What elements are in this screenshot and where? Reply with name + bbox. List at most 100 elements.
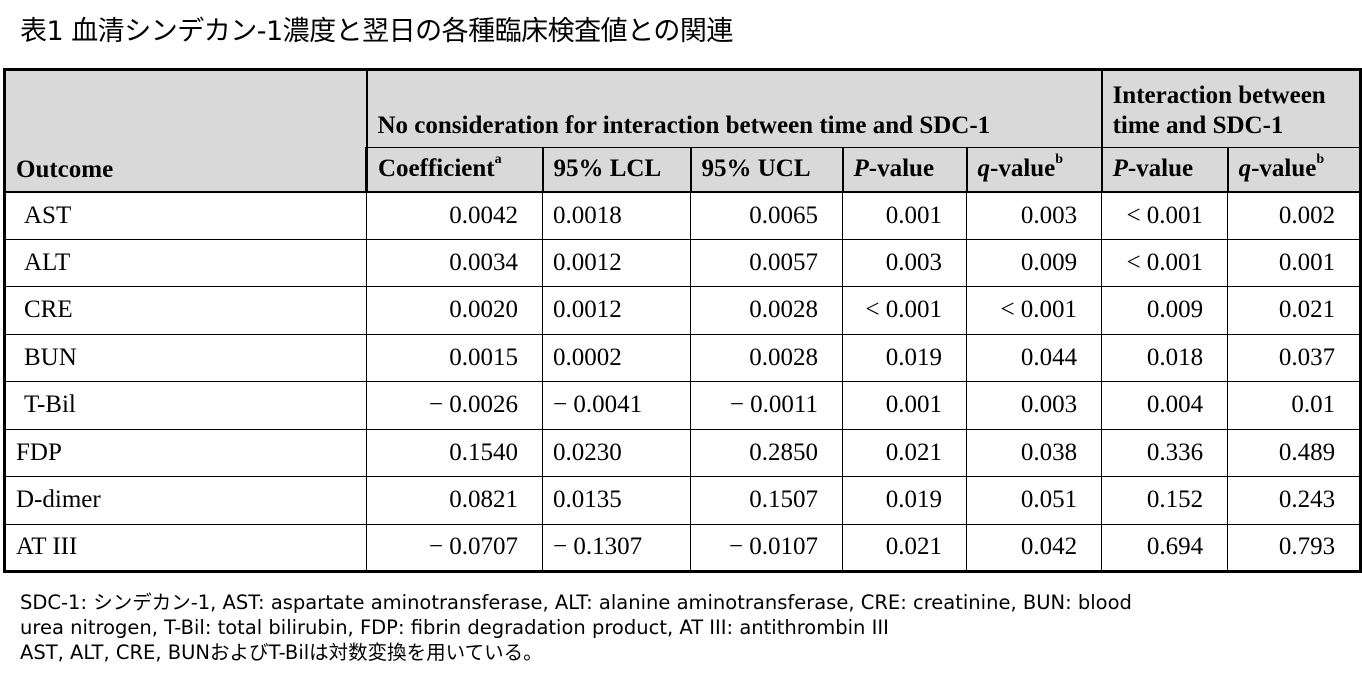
table-row: FDP 0.1540 0.0230 0.2850 0.021 0.038 0.3… [3, 428, 1362, 477]
header-iq-italic: q [1238, 154, 1252, 182]
cell-outcome: D-dimer [3, 476, 367, 525]
header-p-italic: P [853, 154, 869, 182]
cell-interaction-p-value: < 0.001 [1101, 238, 1229, 287]
header-no-interaction: No consideration for interaction between… [365, 68, 1103, 148]
header-outcome: Outcome [3, 68, 368, 193]
header-interaction-line2: time and SDC-1 [1112, 112, 1284, 139]
cell-interaction-q-value: 0.021 [1227, 286, 1362, 335]
cell-coefficient: 0.0034 [366, 238, 543, 287]
cell-lcl: 0.0135 [542, 476, 691, 525]
header-interaction-p-value: P-value [1100, 147, 1229, 193]
header-row-columns: Coefficienta 95% LCL 95% UCL P-value q-v… [5, 147, 1362, 193]
header-p-rest: -value [868, 154, 935, 182]
cell-lcl: − 0.1307 [542, 523, 691, 573]
cell-p-value: < 0.001 [842, 286, 967, 335]
cell-p-value: 0.001 [842, 381, 967, 430]
cell-coefficient: − 0.0026 [366, 381, 543, 430]
cell-ucl: 0.0028 [690, 333, 843, 382]
header-q-rest: -value [990, 154, 1056, 182]
cell-interaction-p-value: < 0.001 [1101, 191, 1229, 240]
cell-outcome: BUN [3, 333, 367, 382]
table-notes: SDC-1: シンデカン-1, AST: aspartate aminotran… [20, 590, 1132, 665]
cell-coefficient: 0.1540 [366, 428, 543, 477]
header-p-value: P-value [841, 147, 968, 193]
header-lcl: 95% LCL [541, 147, 692, 193]
cell-lcl: 0.0012 [542, 238, 691, 287]
header-q-italic: q [977, 154, 991, 182]
cell-coefficient: − 0.0707 [366, 523, 543, 573]
cell-interaction-p-value: 0.336 [1101, 428, 1229, 477]
cell-outcome: AST [3, 191, 367, 240]
cell-outcome: ALT [3, 238, 367, 287]
footnote-b-marker: b [1055, 151, 1064, 167]
cell-coefficient: 0.0020 [366, 286, 543, 335]
cell-ucl: 0.1507 [690, 476, 843, 525]
cell-interaction-q-value: 0.01 [1227, 381, 1362, 430]
cell-ucl: 0.2850 [690, 428, 843, 477]
cell-outcome: FDP [3, 428, 367, 477]
table-row: T-Bil − 0.0026 − 0.0041 − 0.0011 0.001 0… [3, 381, 1362, 430]
table-row: CRE 0.0020 0.0012 0.0028 < 0.001 < 0.001… [3, 286, 1362, 335]
cell-q-value: 0.003 [965, 191, 1103, 240]
cell-lcl: 0.0018 [542, 191, 691, 240]
header-iq-rest: -value [1251, 154, 1317, 182]
cell-interaction-q-value: 0.002 [1227, 191, 1362, 240]
cell-lcl: 0.0230 [542, 428, 691, 477]
cell-lcl: 0.0002 [542, 333, 691, 382]
cell-ucl: 0.0057 [690, 238, 843, 287]
table-row: BUN 0.0015 0.0002 0.0028 0.019 0.044 0.0… [3, 333, 1362, 382]
cell-interaction-q-value: 0.243 [1227, 476, 1362, 525]
cell-p-value: 0.003 [842, 238, 967, 287]
table-row: ALT 0.0034 0.0012 0.0057 0.003 0.009 < 0… [3, 238, 1362, 287]
note-line-3: AST, ALT, CRE, BUNおよびT-Bilは対数変換を用いている。 [20, 641, 543, 664]
header-interaction-line1: Interaction between [1112, 82, 1326, 109]
cell-ucl: − 0.0011 [690, 381, 843, 430]
footnote-a-marker: a [494, 151, 502, 167]
cell-interaction-p-value: 0.004 [1101, 381, 1229, 430]
table-row: AT III − 0.0707 − 0.1307 − 0.0107 0.021 … [3, 523, 1362, 573]
cell-q-value: 0.038 [965, 428, 1103, 477]
cell-q-value: 0.044 [965, 333, 1103, 382]
cell-q-value: 0.009 [965, 238, 1103, 287]
cell-coefficient: 0.0821 [366, 476, 543, 525]
table-row: AST 0.0042 0.0018 0.0065 0.001 0.003 < 0… [3, 191, 1362, 240]
footnote-b-marker-2: b [1316, 151, 1325, 167]
cell-p-value: 0.021 [842, 428, 967, 477]
cell-q-value: < 0.001 [965, 286, 1103, 335]
cell-outcome: CRE [3, 286, 367, 335]
cell-p-value: 0.021 [842, 523, 967, 573]
header-coefficient-label: Coefficient [378, 154, 495, 182]
cell-interaction-p-value: 0.009 [1101, 286, 1229, 335]
table-row: D-dimer 0.0821 0.0135 0.1507 0.019 0.051… [3, 476, 1362, 525]
cell-lcl: − 0.0041 [542, 381, 691, 430]
cell-interaction-q-value: 0.037 [1227, 333, 1362, 382]
header-interaction: Interaction between time and SDC-1 [1100, 68, 1362, 148]
cell-interaction-q-value: 0.489 [1227, 428, 1362, 477]
cell-interaction-p-value: 0.694 [1101, 523, 1229, 573]
note-line-2: urea nitrogen, T-Bil: total bilirubin, F… [20, 616, 889, 639]
header-coefficient: Coefficienta [365, 147, 544, 193]
header-ip-italic: P [1112, 154, 1128, 182]
cell-interaction-q-value: 0.793 [1227, 523, 1362, 573]
cell-ucl: − 0.0107 [690, 523, 843, 573]
cell-ucl: 0.0065 [690, 191, 843, 240]
header-interaction-q-value: q-valueb [1226, 147, 1362, 193]
cell-q-value: 0.051 [965, 476, 1103, 525]
header-ip-rest: -value [1127, 154, 1194, 182]
cell-q-value: 0.042 [965, 523, 1103, 573]
cell-p-value: 0.001 [842, 191, 967, 240]
cell-outcome: T-Bil [3, 381, 367, 430]
results-table: Outcome No consideration for interaction… [3, 68, 1362, 573]
header-row-group: Outcome No consideration for interaction… [3, 68, 1362, 193]
cell-interaction-p-value: 0.152 [1101, 476, 1229, 525]
cell-q-value: 0.003 [965, 381, 1103, 430]
cell-ucl: 0.0028 [690, 286, 843, 335]
cell-lcl: 0.0012 [542, 286, 691, 335]
table-title: 表1 血清シンデカン-1濃度と翌日の各種臨床検査値との関連 [20, 16, 733, 47]
header-ucl: 95% UCL [689, 147, 844, 193]
cell-outcome: AT III [3, 523, 367, 573]
cell-interaction-q-value: 0.001 [1227, 238, 1362, 287]
cell-coefficient: 0.0015 [366, 333, 543, 382]
cell-p-value: 0.019 [842, 476, 967, 525]
cell-interaction-p-value: 0.018 [1101, 333, 1229, 382]
